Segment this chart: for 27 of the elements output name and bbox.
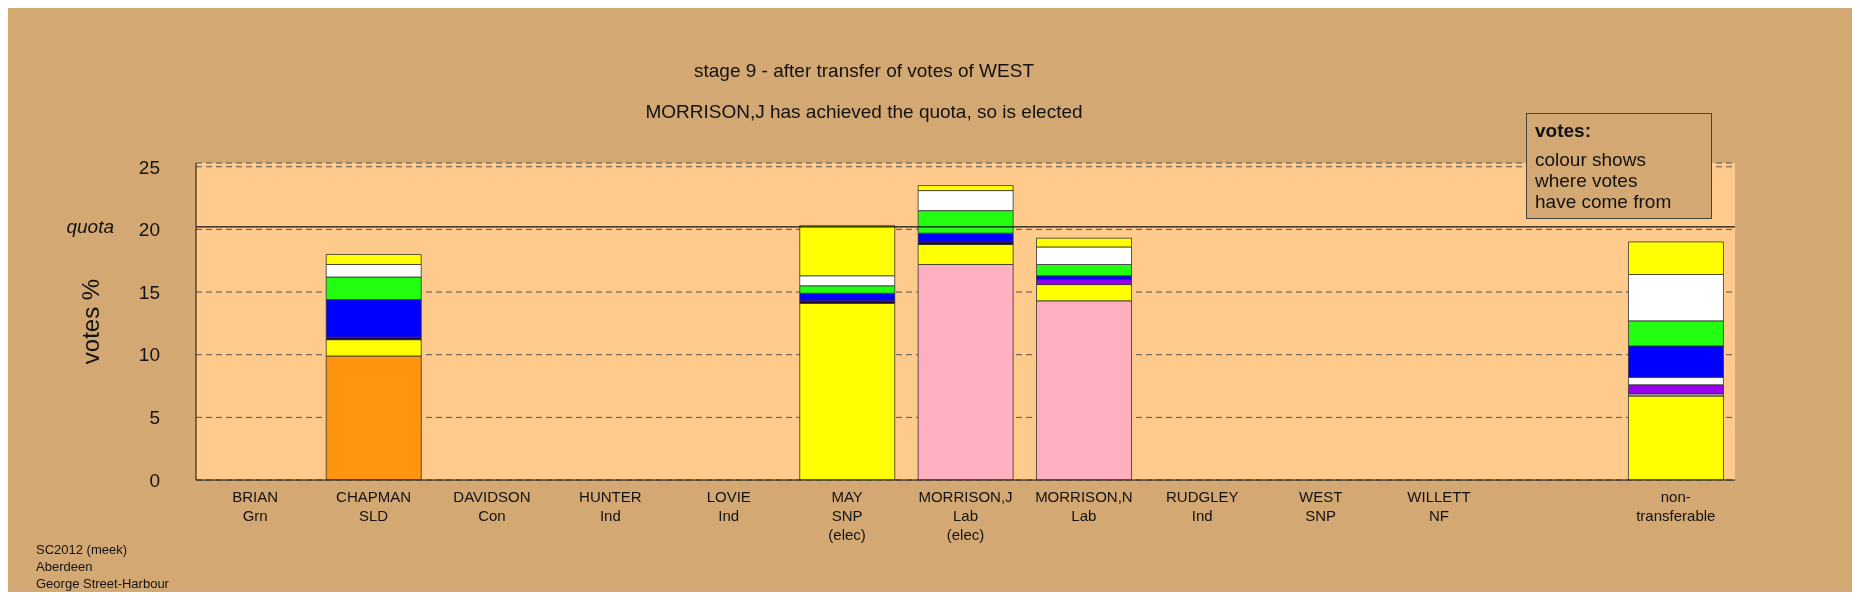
y-axis-title: votes % [77,278,105,365]
annotation: colour shows where votes have come from [1535,149,1673,212]
chart-title: stage 9 - after transfer of votes of WEST [693,60,1035,82]
text: Aberdeen [36,559,93,574]
x-tick-label: BRIAN Grn [232,488,279,524]
text: SC2012 (meek) [36,542,128,557]
x-tick-label: WEST SNP [1298,488,1343,524]
chart-subtitle: MORRISON,J has achieved the quota, so is elected [645,101,1083,123]
x-tick-label: non- transferable [1636,488,1716,524]
y-tick-label: 20 [138,219,160,241]
text: George Street-Harbour [36,576,169,591]
x-tick-label: MORRISON,J Lab (elec) [918,488,1013,543]
y-tick-label: 5 [149,407,160,429]
x-tick-label: DAVIDSON Con [453,488,531,524]
y-tick-label: 25 [138,156,160,178]
y-tick-label: 0 [149,469,160,491]
x-tick-label: WILLETT NF [1407,488,1471,524]
x-tick-label: MAY SNP (elec) [828,488,866,543]
x-tick-label: HUNTER Ind [579,488,642,524]
text: votes: [1535,120,1592,141]
x-tick-label: LOVIE Ind [706,488,751,524]
x-tick-label: CHAPMAN SLD [336,488,412,524]
x-tick-label: MORRISON,N Lab [1035,488,1133,524]
y-tick-label: 10 [138,344,160,366]
x-tick-label: RUDGLEY Ind [1166,488,1239,524]
ref-line-label: quota [66,215,114,237]
y-tick-label: 15 [138,281,160,303]
